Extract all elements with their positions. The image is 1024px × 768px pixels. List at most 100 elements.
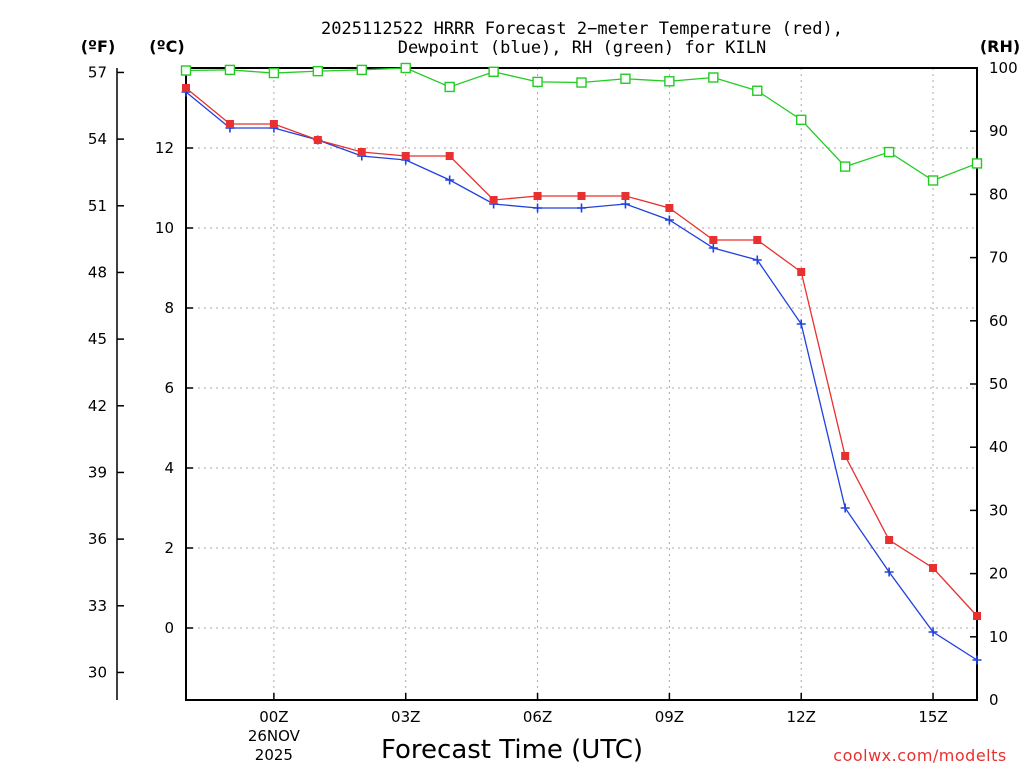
rh-tick-label: 50 <box>989 375 1008 393</box>
dewpoint-point <box>928 627 938 637</box>
x-tick-label: 15Z <box>918 708 947 726</box>
dewpoint-point <box>620 199 630 209</box>
rh-unit-label: (RH) <box>980 37 1020 56</box>
celsius-tick-label: 12 <box>155 139 174 157</box>
rh-point <box>971 158 983 169</box>
rh-point <box>400 62 411 74</box>
dewpoint-line <box>185 91 978 661</box>
temperature-point <box>841 452 850 460</box>
rh-point <box>532 76 543 88</box>
temperature-point <box>577 192 586 200</box>
x-tick-year-label: 2025 <box>255 746 293 764</box>
x-tick-label: 06Z <box>523 708 552 726</box>
temperature-point <box>885 536 894 544</box>
rh-tick-label: 30 <box>989 501 1008 519</box>
rh-point <box>180 65 192 76</box>
series-layer <box>180 62 983 665</box>
celsius-tick-label: 2 <box>164 539 174 557</box>
rh-point <box>576 77 587 88</box>
temperature-point <box>489 196 498 204</box>
temperature-point <box>269 120 278 128</box>
rh-point <box>356 64 367 76</box>
x-tick-date-label: 26NOV <box>248 727 301 745</box>
x-tick-label: 00Z <box>259 708 288 726</box>
dewpoint-point <box>752 255 762 265</box>
rh-tick-label: 0 <box>989 691 999 709</box>
temperature-point <box>225 120 234 128</box>
credit-link[interactable]: coolwx.com/modelts <box>833 746 1006 765</box>
x-tick-label: 03Z <box>391 708 420 726</box>
rh-point <box>883 146 895 158</box>
fahrenheit-tick-label: 36 <box>88 530 107 548</box>
temperature-point <box>665 204 674 212</box>
fahrenheit-tick-label: 57 <box>88 63 107 81</box>
temperature-series <box>182 84 981 620</box>
temperature-point <box>401 152 410 160</box>
fahrenheit-tick-label: 39 <box>88 463 107 481</box>
dewpoint-point <box>972 655 982 665</box>
fahrenheit-tick-label: 45 <box>88 330 107 348</box>
temperature-point <box>709 236 718 244</box>
fahrenheit-tick-label: 54 <box>88 130 107 148</box>
celsius-tick-label: 4 <box>164 459 174 477</box>
dewpoint-point <box>664 215 674 225</box>
fahrenheit-tick-label: 42 <box>88 397 107 415</box>
dewpoint-point <box>708 243 718 253</box>
x-tick-label: 09Z <box>655 708 684 726</box>
rh-point <box>752 85 763 96</box>
rh-tick-label: 10 <box>989 628 1008 646</box>
dewpoint-point <box>533 203 543 213</box>
temperature-point <box>357 148 366 156</box>
rh-point <box>224 64 236 76</box>
celsius-tick-label: 0 <box>164 619 174 637</box>
temperature-point <box>621 192 630 200</box>
rh-point <box>664 76 675 87</box>
temperature-point <box>797 268 806 276</box>
x-axis-label: Forecast Time (UTC) <box>381 735 643 765</box>
chart-title-line1: 2025112522 HRRR Forecast 2−meter Tempera… <box>321 19 843 39</box>
rh-point <box>796 114 807 126</box>
dewpoint-point <box>577 203 586 213</box>
rh-tick-label: 40 <box>989 438 1008 456</box>
rh-tick-label: 80 <box>989 185 1008 203</box>
rh-tick-label: 90 <box>989 122 1008 140</box>
rh-point <box>620 73 631 84</box>
rh-point <box>708 72 719 83</box>
rh-tick-label: 100 <box>989 59 1018 77</box>
rh-series <box>180 62 983 186</box>
dewpoint-point <box>445 175 455 185</box>
rh-tick-label: 20 <box>989 565 1008 583</box>
dewpoint-point <box>840 503 850 513</box>
axes: 30 33 36 39 42 45 48 51 54 57 0 2 4 6 8 10 12 0 10 20 30 40 50… <box>88 59 1018 764</box>
temperature-line <box>185 87 978 617</box>
x-tick-label: 12Z <box>787 708 816 726</box>
temperature-point <box>753 236 762 244</box>
rh-point <box>312 65 324 77</box>
temperature-point <box>973 612 981 620</box>
temperature-point <box>929 564 938 572</box>
dewpoint-series <box>181 87 982 665</box>
celsius-tick-label: 10 <box>155 219 174 237</box>
celsius-tick-label: 6 <box>164 379 174 397</box>
fahrenheit-tick-label: 51 <box>88 197 107 215</box>
rh-tick-label: 60 <box>989 312 1008 330</box>
celsius-tick-label: 8 <box>164 299 174 317</box>
temperature-point <box>445 152 454 160</box>
rh-point <box>839 161 851 172</box>
chart-title-line2: Dewpoint (blue), RH (green) for KILN <box>398 38 766 58</box>
rh-tick-label: 70 <box>989 249 1008 267</box>
fahrenheit-tick-label: 30 <box>88 663 107 681</box>
dewpoint-point <box>796 319 806 329</box>
temperature-point <box>533 192 542 200</box>
rh-point <box>268 67 280 79</box>
dewpoint-point <box>884 567 894 577</box>
temperature-point <box>182 84 190 92</box>
celsius-unit-label: (ºC) <box>149 37 184 56</box>
rh-point <box>927 175 939 186</box>
fahrenheit-tick-label: 48 <box>88 263 107 281</box>
rh-point <box>488 66 499 77</box>
fahrenheit-unit-label: (ºF) <box>81 37 116 56</box>
rh-point <box>444 81 455 93</box>
fahrenheit-tick-label: 33 <box>88 597 107 615</box>
